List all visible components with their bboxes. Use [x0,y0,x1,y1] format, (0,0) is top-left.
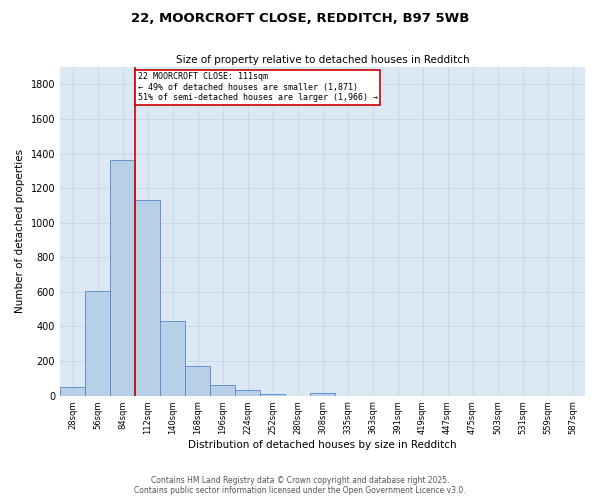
Bar [60,387,85,396]
Bar [160,322,185,396]
X-axis label: Distribution of detached houses by size in Redditch: Distribution of detached houses by size … [188,440,457,450]
Text: 22, MOORCROFT CLOSE, REDDITCH, B97 5WB: 22, MOORCROFT CLOSE, REDDITCH, B97 5WB [131,12,469,26]
Bar [85,291,110,396]
Bar [210,385,235,396]
Text: 22 MOORCROFT CLOSE: 111sqm
← 49% of detached houses are smaller (1,871)
51% of s: 22 MOORCROFT CLOSE: 111sqm ← 49% of deta… [137,72,377,102]
Bar [260,394,285,396]
Title: Size of property relative to detached houses in Redditch: Size of property relative to detached ho… [176,55,469,65]
Y-axis label: Number of detached properties: Number of detached properties [15,150,25,314]
Bar [185,366,210,396]
Bar [135,200,160,396]
Bar [235,390,260,396]
Bar [110,160,135,396]
Bar [310,393,335,396]
Text: Contains HM Land Registry data © Crown copyright and database right 2025.
Contai: Contains HM Land Registry data © Crown c… [134,476,466,495]
